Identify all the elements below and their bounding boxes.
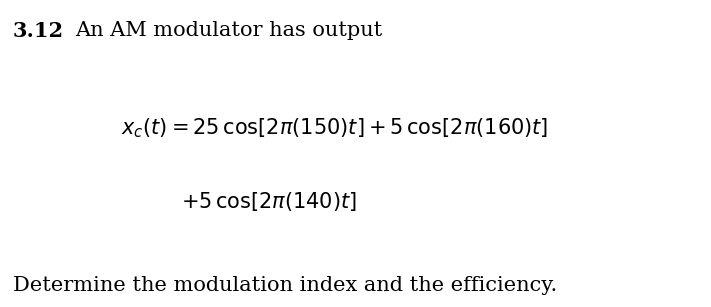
- Text: Determine the modulation index and the efficiency.: Determine the modulation index and the e…: [13, 276, 557, 295]
- Text: $x_c(t) = 25\,\mathrm{cos}[2\pi(150)t] + 5\,\mathrm{cos}[2\pi(160)t]$: $x_c(t) = 25\,\mathrm{cos}[2\pi(150)t] +…: [121, 117, 548, 140]
- Text: 3.12: 3.12: [13, 21, 64, 41]
- Text: $+5\,\mathrm{cos}[2\pi(140)t]$: $+5\,\mathrm{cos}[2\pi(140)t]$: [181, 190, 357, 213]
- Text: An AM modulator has output: An AM modulator has output: [75, 21, 382, 41]
